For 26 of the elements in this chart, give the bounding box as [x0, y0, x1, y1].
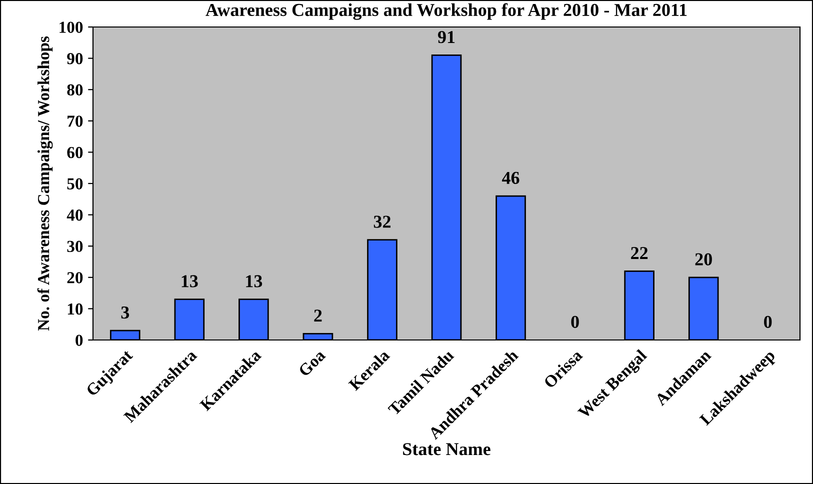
data-label: 3 [121, 306, 130, 319]
data-label: 22 [631, 247, 648, 259]
data-label: 2 [314, 310, 322, 322]
data-label: 20 [695, 253, 712, 266]
data-label: 32 [374, 216, 390, 228]
y-tick-label: 50 [67, 178, 83, 190]
x-tick-label: Goa [298, 348, 326, 377]
y-tick-label: 0 [76, 334, 83, 346]
y-tick-label: 20 [67, 272, 83, 284]
y-axis-title: No. of Awareness Campaigns/ Workshops [37, 36, 53, 331]
y-tick-label: 30 [67, 240, 83, 252]
y-tick-label: 70 [68, 116, 83, 127]
data-label: 13 [246, 275, 262, 288]
data-label: 0 [764, 316, 772, 328]
y-tick-label: 10 [68, 303, 83, 315]
y-tick-label: 60 [67, 146, 83, 158]
data-label: 13 [182, 275, 198, 288]
x-axis-title: State Name [403, 443, 490, 456]
data-label: 91 [438, 31, 455, 44]
data-label: 0 [571, 316, 579, 328]
y-tick-label: 40 [66, 210, 83, 221]
y-tick-label: 90 [67, 53, 83, 64]
y-tick-label: 80 [67, 84, 83, 96]
data-label: 46 [502, 172, 520, 184]
chart-title: Awareness Campaigns and Workshop for Apr 2010 - Mar 2011 [206, 3, 687, 20]
y-tick-label: 100 [60, 22, 83, 33]
